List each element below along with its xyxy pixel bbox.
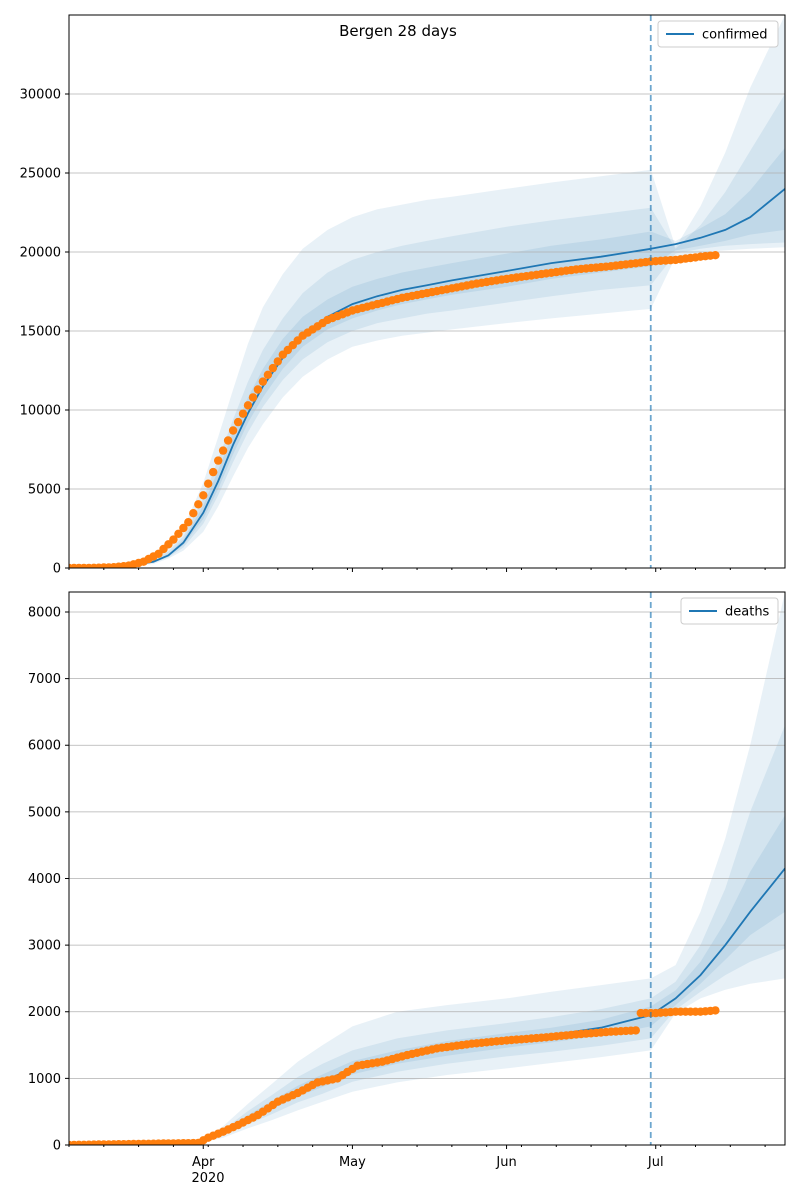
deaths-y-axis: 0 1000 2000 3000 4000 5000 6000 7000 8000 <box>28 605 69 1154</box>
deaths-y-tick-label: 0 <box>53 1139 61 1154</box>
deaths-y-tick-label: 7000 <box>28 672 61 687</box>
confirmed-observed-point <box>228 426 238 435</box>
confirmed-observed-point <box>253 385 263 394</box>
confirmed-y-tick-label: 15000 <box>20 325 61 340</box>
confirmed-axes-frame <box>68 14 786 569</box>
deaths-y-tick-label: 8000 <box>28 605 61 620</box>
confirmed-legend: confirmed <box>657 20 779 48</box>
confirmed-series <box>69 188 785 568</box>
deaths-legend-box <box>680 597 779 625</box>
confirmed-forecast-median-line <box>650 188 785 250</box>
confirmed-legend-label: confirmed <box>702 28 768 43</box>
deaths-observed-point <box>711 1006 720 1015</box>
x-year-label: 2020 <box>191 1171 224 1186</box>
deaths-credible-bands <box>69 592 785 1145</box>
confirmed-x-axis <box>68 568 766 572</box>
confirmed-observed-point <box>214 456 223 465</box>
confirmed-y-tick-label: 20000 <box>20 246 61 261</box>
confirmed-y-tick-label: 0 <box>53 562 61 577</box>
confirmed-observed-point <box>179 523 188 533</box>
confirmed-panel: 0 5000 10000 15000 20000 25000 30000 Bergen 28… <box>20 14 786 577</box>
confirmed-y-tick-label: 5000 <box>28 483 61 498</box>
confirmed-observed-point <box>204 479 213 488</box>
deaths-panel: 0 1000 2000 3000 4000 5000 6000 7000 8000 Apr May… <box>28 591 786 1170</box>
deaths-x-axis: Apr May Jun Jul <box>68 1145 766 1170</box>
confirmed-observed-point <box>233 417 243 427</box>
confirmed-legend-box <box>657 20 779 48</box>
confirmed-observed-point <box>273 357 282 366</box>
deaths-y-tick-label: 5000 <box>28 805 61 820</box>
confirmed-observed-point <box>199 491 208 500</box>
deaths-band-middle <box>69 725 785 1145</box>
confirmed-observed-point <box>258 377 268 386</box>
confirmed-observed-point <box>194 500 203 509</box>
confirmed-observed-point <box>184 518 193 527</box>
confirmed-observed-point <box>243 401 253 410</box>
confirmed-observed-point <box>268 363 278 373</box>
confirmed-observed-point <box>209 467 218 477</box>
confirmed-y-tick-label: 25000 <box>20 167 61 182</box>
deaths-axes-frame <box>68 591 786 1146</box>
deaths-legend-label: deaths <box>725 605 770 620</box>
confirmed-y-tick-label: 10000 <box>20 404 61 419</box>
deaths-y-tick-label: 3000 <box>28 939 61 954</box>
confirmed-observed-point <box>218 446 228 455</box>
confirmed-observed-point <box>248 393 258 402</box>
x-tick-label-apr: Apr <box>192 1155 215 1170</box>
deaths-band-outer <box>69 592 785 1145</box>
confirmed-observed-point <box>223 436 233 445</box>
x-tick-label-may: May <box>339 1155 366 1170</box>
confirmed-y-tick-label: 30000 <box>20 88 61 103</box>
confirmed-band-inner <box>69 147 785 568</box>
confirmed-gridlines <box>69 93 785 490</box>
confirmed-observed-point <box>169 535 178 544</box>
confirmed-y-axis: 0 5000 10000 15000 20000 25000 30000 <box>20 88 69 577</box>
deaths-series <box>69 867 785 1145</box>
deaths-forecast-median-line <box>650 867 785 1016</box>
confirmed-observed-point <box>711 251 720 260</box>
x-tick-label-jun: Jun <box>495 1155 516 1170</box>
confirmed-observed-point <box>189 509 198 518</box>
deaths-y-tick-label: 2000 <box>28 1005 61 1020</box>
chart-title: Bergen 28 days <box>339 22 457 40</box>
confirmed-observed-point <box>238 409 248 418</box>
deaths-y-tick-label: 6000 <box>28 739 61 754</box>
deaths-y-tick-label: 4000 <box>28 872 61 887</box>
x-tick-label-jul: Jul <box>647 1155 664 1170</box>
confirmed-observed-point <box>263 370 273 379</box>
deaths-y-tick-label: 1000 <box>28 1072 61 1087</box>
deaths-legend: deaths <box>680 597 779 625</box>
confirmed-observed-point <box>174 529 183 538</box>
deaths-observed-point <box>631 1026 640 1035</box>
